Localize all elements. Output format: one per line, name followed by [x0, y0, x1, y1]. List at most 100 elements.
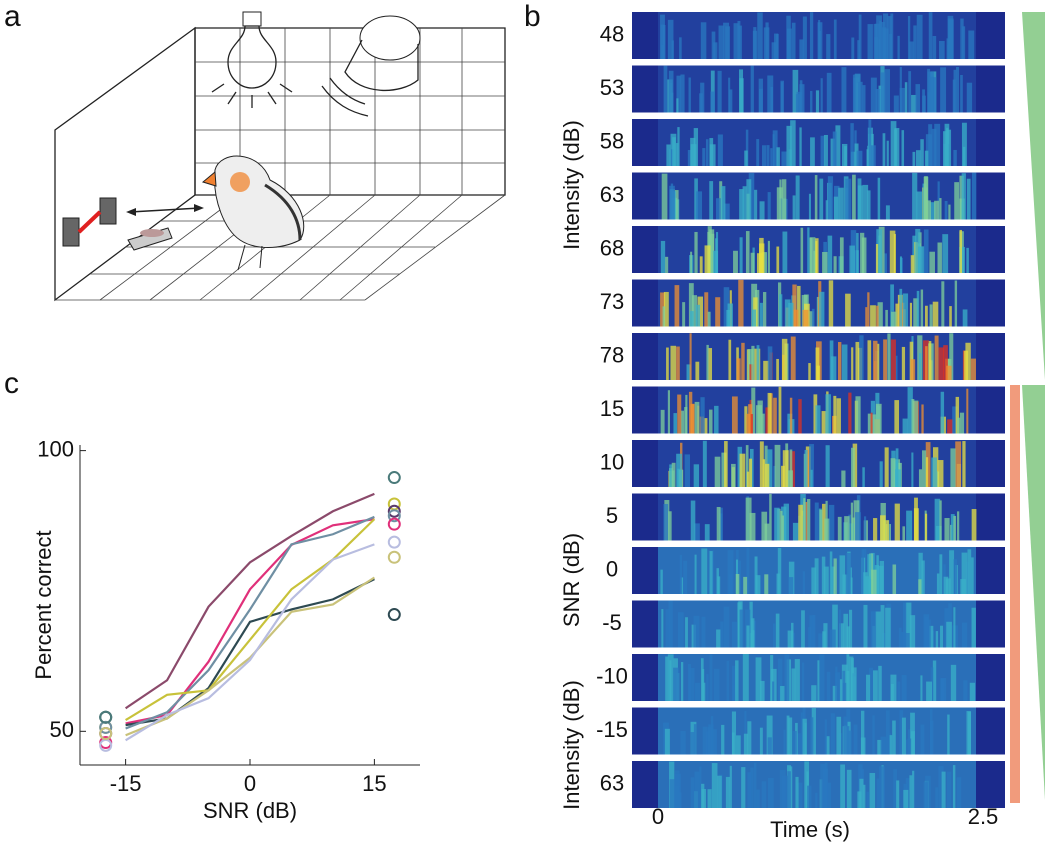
spectrogram-texture: [776, 147, 780, 166]
spectrogram-texture: [830, 713, 835, 755]
spectrogram-texture: [818, 19, 821, 60]
spectrogram-texture: [935, 631, 939, 648]
spectrogram-texture: [950, 448, 956, 487]
spectrogram-texture: [787, 413, 793, 434]
spectrogram-texture: [815, 792, 818, 808]
spectrogram-texture: [739, 609, 744, 648]
spectrogram-texture: [770, 148, 773, 166]
spectrogram-texture: [671, 462, 676, 487]
spectrogram-texture: [788, 717, 793, 755]
spectrogram-texture: [911, 94, 917, 113]
spectrogram-texture: [823, 566, 829, 594]
spectrogram-texture: [872, 670, 878, 701]
spectrogram-texture: [683, 560, 688, 594]
spectrogram-signal: [658, 12, 976, 59]
spectrogram-texture: [759, 201, 765, 220]
marker: [387, 608, 401, 622]
spectrogram-texture: [820, 78, 823, 113]
spectrogram-texture: [894, 503, 900, 541]
spectrogram-texture: [849, 567, 852, 594]
spectrogram-texture: [884, 253, 887, 273]
spectrogram-texture: [843, 613, 849, 648]
spectrogram-texture: [783, 729, 786, 755]
spectrogram-texture: [929, 304, 933, 327]
spectrogram-texture: [884, 447, 889, 487]
spectrogram-texture: [867, 413, 873, 434]
spectrogram-texture: [902, 602, 907, 648]
spectrogram-texture: [862, 467, 865, 487]
spectrogram-texture: [772, 134, 775, 166]
spectrogram-texture: [676, 143, 679, 166]
spectrogram-texture: [850, 502, 854, 541]
spectrogram-texture: [750, 252, 755, 273]
spectrogram-texture: [895, 303, 899, 327]
spectrogram-texture: [863, 604, 868, 648]
spectrogram-texture: [748, 404, 753, 434]
spectrogram-texture: [700, 658, 704, 701]
spectrogram-texture: [809, 237, 816, 273]
spectrogram-texture: [780, 510, 783, 541]
spectrogram-texture: [915, 84, 921, 113]
spectrogram-texture: [911, 452, 914, 487]
spectrogram-texture: [907, 387, 913, 434]
spectrogram-texture: [810, 90, 813, 113]
spectrogram-texture: [708, 348, 713, 380]
spectrogram-texture: [769, 493, 772, 541]
spectrogram-texture: [901, 675, 907, 701]
spectrogram-texture: [807, 785, 812, 808]
spectrogram-texture: [904, 82, 908, 113]
spectrogram-texture: [883, 520, 889, 541]
spectrogram-texture: [752, 309, 757, 327]
spectrogram-texture: [835, 125, 841, 166]
spectrogram-texture: [786, 715, 790, 755]
spectrogram-texture: [918, 552, 923, 594]
spectrogram-texture: [829, 551, 833, 594]
spectrogram-texture: [776, 246, 780, 273]
spectrogram-texture: [694, 178, 698, 220]
spectrogram-texture: [851, 347, 854, 380]
spectrogram-texture: [669, 185, 675, 220]
spectrogram-texture: [886, 140, 889, 166]
spectrogram-texture: [912, 770, 915, 808]
spectrogram-texture: [875, 244, 879, 273]
row-label: 0: [606, 556, 618, 581]
spectrogram-texture: [950, 514, 955, 541]
spectrogram-texture: [892, 720, 896, 755]
spectrogram-texture: [713, 250, 719, 273]
spectrogram-texture: [688, 667, 695, 701]
spectrogram-texture: [767, 75, 774, 113]
spectrogram-texture: [751, 345, 755, 380]
spectrogram-texture: [669, 660, 672, 701]
spectrogram-texture: [673, 413, 678, 434]
spectrogram-texture: [688, 77, 691, 113]
spectrogram-texture: [921, 560, 925, 594]
spectrogram-texture: [946, 621, 952, 648]
spectrogram-texture: [837, 516, 842, 541]
spectrogram-texture: [739, 189, 744, 220]
spectrogram-texture: [841, 470, 846, 487]
spectrogram-texture: [876, 555, 879, 594]
spectrogram-texture: [700, 82, 705, 113]
spectrogram-texture: [745, 129, 749, 166]
spectrogram-texture: [811, 308, 815, 327]
spectrogram-texture: [944, 200, 948, 220]
spectrogram-texture: [868, 119, 872, 166]
spectrogram-texture: [872, 715, 875, 755]
spectrogram-texture: [808, 363, 811, 380]
row-label: 68: [600, 235, 624, 260]
spectrogram-texture: [663, 65, 668, 113]
spectrogram-texture: [704, 524, 710, 541]
spectrogram-texture: [687, 149, 691, 166]
spectrogram-texture: [759, 302, 763, 327]
spectrogram-texture: [668, 511, 672, 541]
spectrogram-texture: [867, 190, 871, 220]
spectrogram-texture: [826, 736, 830, 755]
spectrogram-texture: [819, 654, 825, 701]
spectrogram-texture: [867, 554, 872, 594]
spectrogram-texture: [846, 726, 850, 755]
spectrogram-texture: [833, 19, 837, 59]
spectrogram-texture: [876, 305, 879, 327]
spectrogram-texture: [765, 22, 769, 60]
spectrogram-texture: [724, 203, 730, 220]
spectrogram-texture: [839, 623, 844, 648]
